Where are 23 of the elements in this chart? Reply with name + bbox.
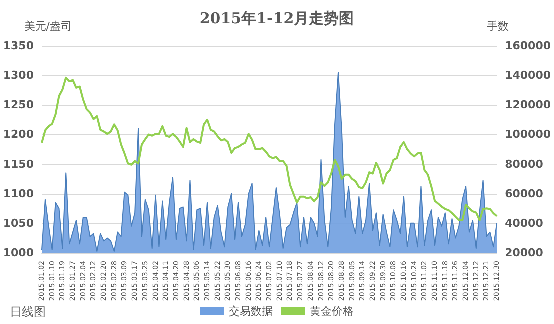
legend-label: 交易数据 [229,305,273,318]
line-series [41,76,498,222]
legend-label: 黄金价格 [310,305,354,318]
y-tick-label: 1100 [3,187,34,200]
y2-tick-label: 140000 [505,69,552,82]
y-tick-label: 1050 [3,216,34,230]
y2-tick-label: 80000 [505,158,544,171]
y2-tick-label: 120000 [505,98,552,112]
y-axis-title: 美元/盎司 [24,20,72,33]
y2-tick-label: 60000 [505,187,544,200]
y-tick-label: 1150 [3,158,34,171]
y-tick-label: 1200 [3,128,34,142]
y2-tick-label: 160000 [505,40,552,52]
y2-axis-title: 手数 [487,20,510,33]
chart-title: 2015年1-12月走势图 [200,10,354,28]
y2-tick-label: 100000 [505,128,552,142]
y-tick-label: 1300 [3,69,34,82]
y-tick-label: 1000 [3,246,34,260]
y-tick-label: 1250 [3,98,34,112]
y-tick-label: 1350 [3,40,34,52]
text: 日线图 [10,305,46,319]
y2-tick-label: 20000 [505,246,544,260]
y2-tick-label: 40000 [505,216,544,230]
